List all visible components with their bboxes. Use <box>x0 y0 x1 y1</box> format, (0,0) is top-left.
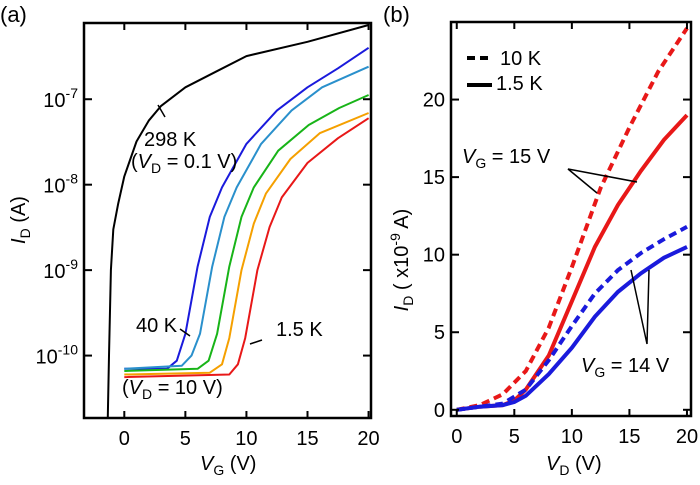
panel-b-series-line-2 <box>456 225 688 412</box>
panel-a-ytick-label: 10-9 <box>43 256 78 283</box>
panel-a-frame <box>82 21 373 420</box>
panel-a-ytick-label: 10-8 <box>43 171 78 198</box>
panel-b-ytick-label: 15 <box>423 167 445 189</box>
panel-b-xtick-label: 20 <box>676 426 698 448</box>
panel-b-label: (b) <box>383 2 410 27</box>
annotation-40k-pointer <box>179 328 191 337</box>
annotation-vg-15: VG = 15 V <box>462 146 551 171</box>
panel-a-series <box>106 24 370 418</box>
panel-b-ytick-label: 0 <box>434 400 445 422</box>
panel-b-ylabel: ID ( x10-9 A) <box>387 209 416 312</box>
svg-text:ID ( x10-9 A): ID ( x10-9 A) <box>387 209 416 312</box>
panel-b-series <box>456 27 689 412</box>
annotation-vd-10: (VD = 10 V) <box>122 377 223 402</box>
panel-a-series-line-4 <box>124 112 369 376</box>
panel-b-xtick-label: 15 <box>618 426 640 448</box>
legend-label-1-5k: 1.5 K <box>496 73 543 95</box>
panel-a-xtick-label: 10 <box>235 428 257 450</box>
panel-a-series-line-0 <box>106 24 369 418</box>
panel-a-xlabel: VG (V) <box>200 453 256 478</box>
panel-b-xtick-label: 0 <box>451 426 462 448</box>
panel-b-xtick-label: 10 <box>561 426 583 448</box>
panel-a-series-line-3 <box>124 94 370 372</box>
annotation-298k: 298 K <box>144 129 197 151</box>
panel-a-xtick-label: 5 <box>180 428 191 450</box>
panel-a-ytick-label: 10-10 <box>36 342 79 369</box>
panel-a-series-line-5 <box>124 117 370 379</box>
panel-b-xlabel: VD (V) <box>546 453 602 478</box>
panel-b-ticks: 0 5 10 15 20 0 5 10 15 20 <box>423 22 698 448</box>
annotation-298k-pointer <box>157 104 166 118</box>
annotation-vg-14: VG = 14 V <box>581 355 670 380</box>
panel-a-series-line-2 <box>124 65 370 370</box>
panel-b-ytick-label: 10 <box>423 245 445 267</box>
panel-b-series-line-3 <box>456 245 688 412</box>
panel-a-ylabel: ID (A) <box>8 196 33 244</box>
annotation-1-5k: 1.5 K <box>276 319 323 341</box>
panel-a-xtick-label: 15 <box>296 428 318 450</box>
legend: 10 K 1.5 K <box>467 48 543 95</box>
panel-a-xtick-label: 0 <box>119 428 130 450</box>
panel-b-ytick-label: 5 <box>434 322 445 344</box>
panel-a-label: (a) <box>0 2 27 27</box>
panel-a-xtick-label: 20 <box>357 428 379 450</box>
panel-b-series-line-0 <box>456 27 689 412</box>
annotation-vd-01: (VD = 0.1 V) <box>131 151 237 176</box>
panel-b-xtick-label: 5 <box>509 426 520 448</box>
legend-label-10k: 10 K <box>500 48 542 70</box>
annotation-vg-14-pointer <box>630 269 650 345</box>
panel-b-ytick-label: 20 <box>423 90 445 112</box>
svg-text:ID (A): ID (A) <box>8 196 33 244</box>
annotation-1-5k-pointer <box>249 339 263 345</box>
panel-a-ytick-label: 10-7 <box>43 85 78 112</box>
annotation-40k: 40 K <box>136 315 178 337</box>
annotation-vg-15-pointer <box>567 168 638 194</box>
panel-a-ticks: 0 5 10 15 20 10-7 10-8 10-9 10-10 <box>36 23 380 450</box>
panel-a-series-line-1 <box>124 46 370 370</box>
